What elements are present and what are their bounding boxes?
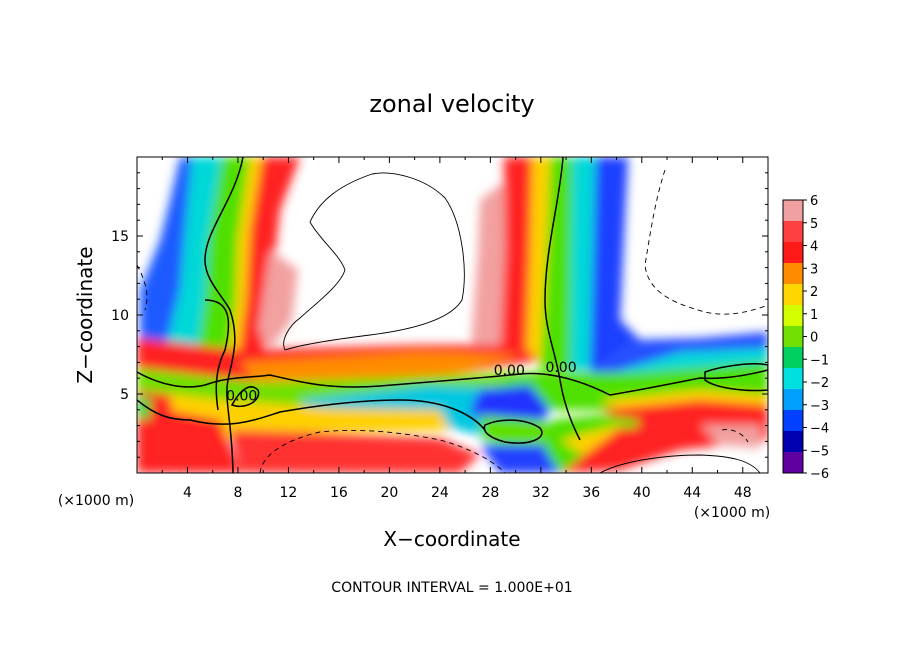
colorbar-tick-label: −1: [810, 353, 829, 368]
x-tick-label: 48: [734, 485, 752, 501]
colorbar-swatch: [783, 452, 803, 474]
contour-negative-bottom: [259, 429, 506, 473]
colorbar-tick-label: 5: [810, 217, 818, 232]
contour-positive-bottom: [599, 454, 761, 473]
colorbar-swatch: [783, 200, 803, 222]
colorbar-swatches: [783, 200, 803, 474]
colorbar-ticks: 6 5 4 3 2 1 0 −1 −2 −3 −4 −5 −6: [803, 194, 829, 482]
field-band-center-blue: [590, 157, 640, 372]
contour-positive-upper: [283, 172, 465, 351]
colorbar-tick-label: −6: [810, 467, 829, 482]
contour-zero-left-loop: [230, 386, 260, 407]
x-tick-label: 8: [233, 485, 242, 501]
y-axis-label: Z−coordinate: [73, 246, 97, 383]
x-tick-label: 12: [280, 485, 298, 501]
contour-interval-note: CONTOUR INTERVAL = 1.000E+01: [331, 580, 572, 596]
field-band-left-pink: [258, 250, 298, 350]
contour-lines: [137, 157, 768, 473]
colorbar: 6 5 4 3 2 1 0 −1 −2 −3 −4 −5 −6: [782, 194, 829, 482]
x-tick-label: 28: [481, 485, 499, 501]
colorbar-tick-label: −2: [810, 376, 829, 391]
colorbar-swatch: [783, 431, 803, 453]
field-band-layer-red: [600, 400, 768, 430]
colorbar-swatch: [783, 305, 803, 327]
colorbar-swatch: [783, 347, 803, 369]
colorbar-tick-label: 2: [810, 285, 818, 300]
colorbar-swatch: [783, 284, 803, 306]
y-tick-label: 10: [111, 308, 129, 324]
y-axis-unit: (×1000 m): [58, 493, 134, 509]
contour-zero-right-loop: [704, 363, 768, 392]
colorbar-swatch: [783, 389, 803, 411]
colorbar-tick-label: 3: [810, 262, 818, 277]
x-tick-label: 20: [380, 485, 398, 501]
x-tick-label: 44: [683, 485, 701, 501]
contour-zero-left: [204, 157, 244, 473]
x-axis-unit: (×1000 m): [694, 505, 770, 521]
chart-title: zonal velocity: [369, 90, 534, 118]
colorbar-tick-label: 4: [810, 240, 818, 255]
colorbar-swatch: [783, 368, 803, 390]
velocity-field: 0.00 0.00 0.00: [137, 157, 768, 473]
field-band-bottom-right-pink: [700, 425, 760, 448]
field-band-bottom-blue: [480, 445, 560, 473]
field-band-left-edge-green: [137, 395, 152, 420]
contour-negative-right: [644, 169, 768, 315]
colorbar-tick-label: −3: [810, 399, 829, 414]
contour-zero-layer: [137, 369, 768, 396]
x-tick-label: 24: [431, 485, 449, 501]
contour-zero-center: [544, 157, 581, 441]
x-tick-label: 36: [582, 485, 600, 501]
y-tick-label: 15: [111, 229, 129, 245]
contour-zero-layer-lower: [137, 399, 486, 431]
colorbar-swatch: [783, 242, 803, 264]
contour-label: 0.00: [545, 360, 576, 376]
contour-label: 0.00: [494, 363, 525, 379]
contour-zero-eddy: [483, 419, 543, 444]
x-tick-label: 4: [183, 485, 192, 501]
field-eddy-green: [480, 415, 560, 452]
colorbar-swatch: [783, 221, 803, 243]
contour-labels: 0.00 0.00 0.00: [226, 360, 576, 404]
contour-zero-left-inner: [204, 299, 230, 411]
colorbar-swatch: [783, 410, 803, 432]
x-tick-label: 16: [330, 485, 348, 501]
colorbar-tick-label: −4: [810, 422, 829, 437]
x-tick-label: 32: [532, 485, 550, 501]
colorbar-tick-label: −5: [810, 444, 829, 459]
colorbar-tick-label: 1: [810, 308, 818, 323]
x-tick-label: 40: [633, 485, 651, 501]
contour-negative-bottom-right: [721, 429, 749, 443]
colorbar-swatch: [783, 263, 803, 285]
colorbar-tick-label: 0: [810, 331, 818, 346]
field-band-upper-orange: [240, 352, 520, 388]
contour-negative-left: [137, 264, 148, 311]
colorbar-swatch: [783, 326, 803, 348]
x-axis-label: X−coordinate: [383, 527, 520, 551]
contour-label: 0.00: [226, 388, 257, 404]
y-tick-label: 5: [120, 387, 129, 403]
colorbar-tick-label: 6: [810, 194, 818, 209]
